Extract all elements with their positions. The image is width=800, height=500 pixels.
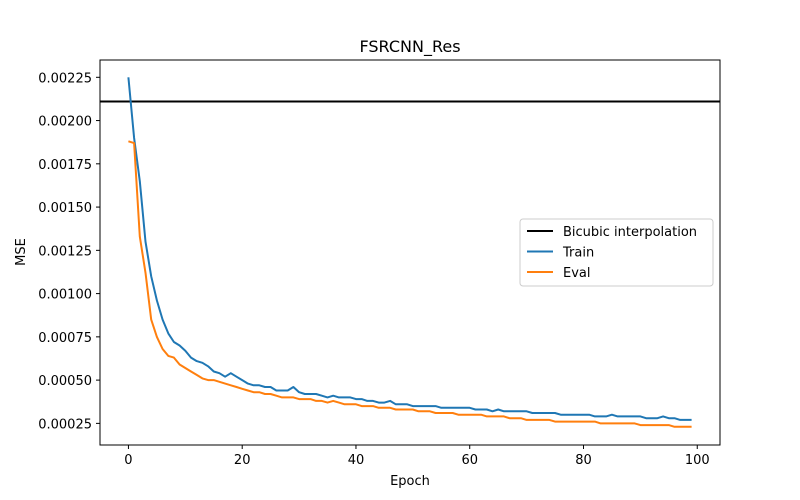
- x-tick-label: 60: [461, 453, 478, 468]
- y-tick-label: 0.00100: [38, 288, 92, 303]
- y-axis-label: MSE: [14, 238, 29, 266]
- x-axis-label: Epoch: [390, 474, 430, 489]
- legend: Bicubic interpolation Train Eval: [519, 218, 714, 287]
- y-tick-label: 0.00175: [38, 158, 92, 173]
- legend-label: Train: [562, 246, 594, 261]
- y-tick-label: 0.00125: [38, 244, 92, 259]
- x-tick-label: 100: [685, 453, 710, 468]
- y-tick-label: 0.00050: [38, 374, 92, 389]
- y-tick-label: 0.00150: [38, 201, 92, 216]
- x-tick-label: 0: [124, 453, 132, 468]
- axes-frame: [99, 59, 721, 446]
- plot-area: [100, 77, 720, 428]
- y-tick-label: 0.00225: [38, 71, 92, 86]
- legend-box: [519, 218, 714, 287]
- x-tick-label: 80: [575, 453, 592, 468]
- legend-label: Eval: [563, 266, 591, 281]
- y-tick-label: 0.00025: [38, 417, 92, 432]
- legend-label: Bicubic interpolation: [563, 225, 697, 240]
- y-tick-label: 0.00200: [38, 115, 92, 130]
- x-tick-label: 20: [234, 453, 251, 468]
- y-tick-label: 0.00075: [38, 331, 92, 346]
- series-line-eval: [128, 140, 692, 428]
- chart-title: FSRCNN_Res: [359, 37, 460, 57]
- x-tick-label: 40: [348, 453, 365, 468]
- series-line-train: [127, 77, 692, 421]
